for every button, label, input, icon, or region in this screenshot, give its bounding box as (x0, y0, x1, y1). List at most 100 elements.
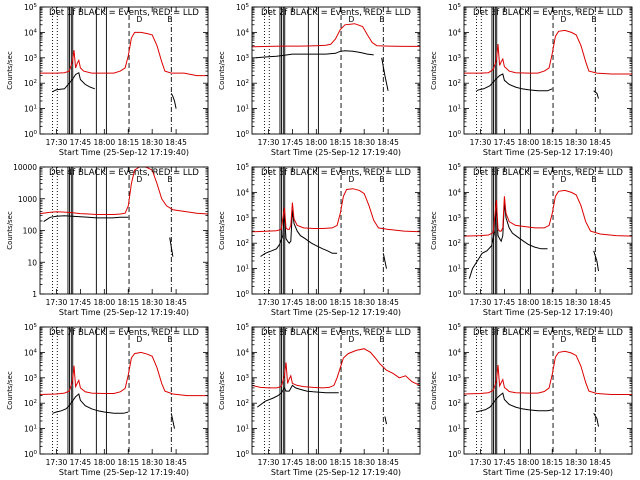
plot-frame (39, 326, 209, 455)
y-tick-label: 1 (32, 290, 37, 299)
y-axis-label: Counts/sec (6, 211, 14, 250)
plot-frame (39, 6, 209, 135)
x-axis-label: Start Time (25-Sep-12 17:19:40) (271, 468, 401, 477)
x-tick-label: 18:00 (94, 458, 116, 467)
events-line (255, 50, 374, 59)
x-tick-label: 17:30 (46, 138, 68, 147)
marker-label: E (591, 15, 596, 24)
y-tick-label: 105 (448, 3, 462, 12)
x-tick-label: 18:15 (117, 458, 139, 467)
x-tick-label: 18:30 (141, 138, 163, 147)
marker-label: D (137, 15, 143, 24)
events-line (52, 393, 129, 414)
events-line (468, 202, 548, 279)
x-tick-label: 17:30 (470, 298, 492, 307)
panel-title: Det 4f BLACK = Events, RED = LLD (49, 168, 199, 178)
marker-label: E (167, 175, 172, 184)
x-axis-label: Start Time (25-Sep-12 17:19:40) (483, 468, 613, 477)
x-tick-label: 18:15 (329, 138, 351, 147)
x-tick-label: 17:45 (494, 138, 516, 147)
x-tick-label: 18:00 (518, 298, 540, 307)
lld-line (464, 29, 632, 75)
y-tick-label: 103 (236, 214, 250, 223)
events-tail-line (593, 90, 599, 99)
plot-frame (463, 166, 633, 295)
x-tick-label: 18:30 (141, 298, 163, 307)
x-tick-label: 18:30 (353, 458, 375, 467)
y-tick-label: 105 (24, 3, 38, 12)
x-tick-label: 18:15 (541, 298, 563, 307)
x-axis-label: Start Time (25-Sep-12 17:19:40) (59, 148, 189, 157)
y-tick-label: 101 (24, 105, 37, 114)
panel-title: Det 7f BLACK = Events, RED = LLD (49, 328, 199, 338)
marker-label: D (349, 175, 355, 184)
lld-line (251, 188, 421, 233)
x-axis-label: Start Time (25-Sep-12 17:19:40) (59, 308, 189, 317)
x-tick-label: 18:15 (117, 298, 139, 307)
events-tail-line (593, 250, 599, 272)
panel-title: Det 6f BLACK = Events, RED = LLD (473, 168, 623, 178)
x-tick-label: 18:30 (565, 458, 587, 467)
y-tick-label: 100 (24, 130, 38, 139)
x-tick-label: 17:45 (282, 458, 304, 467)
lld-line (39, 166, 209, 215)
events-tail-line (170, 93, 177, 109)
lld-line (463, 189, 633, 237)
y-tick-label: 100 (24, 450, 38, 459)
x-tick-label: 18:00 (306, 138, 328, 147)
x-axis-label: Start Time (25-Sep-12 17:19:40) (59, 468, 189, 477)
panel-title: Det 3f BLACK = Events, RED = LLD (473, 8, 623, 18)
x-tick-label: 17:45 (282, 138, 304, 147)
x-tick-label: 18:45 (165, 458, 187, 467)
x-tick-label: 18:15 (329, 298, 351, 307)
plot-frame (463, 6, 633, 135)
y-tick-label: 101 (236, 265, 249, 274)
x-tick-label: 18:45 (165, 298, 187, 307)
y-tick-label: 101 (448, 425, 461, 434)
x-tick-label: 18:00 (518, 138, 540, 147)
y-tick-label: 102 (448, 239, 461, 248)
x-tick-label: 17:45 (494, 298, 516, 307)
panel-title: Det 5f BLACK = Events, RED = LLD (261, 168, 411, 178)
events-line (260, 210, 338, 257)
x-tick-label: 17:30 (258, 138, 280, 147)
x-tick-label: 18:45 (589, 298, 611, 307)
x-tick-label: 17:45 (70, 298, 92, 307)
lld-line (40, 31, 208, 77)
marker-label: E (591, 175, 596, 184)
plot-frame (251, 6, 421, 135)
x-axis-label: Start Time (25-Sep-12 17:19:40) (483, 148, 613, 157)
events-tail-line (593, 413, 599, 427)
x-tick-label: 17:30 (46, 458, 68, 467)
y-tick-label: 104 (24, 28, 38, 37)
marker-label: D (561, 15, 567, 24)
y-tick-label: 102 (448, 79, 461, 88)
y-tick-label: 102 (448, 399, 461, 408)
x-tick-label: 18:45 (377, 298, 399, 307)
x-tick-label: 17:30 (470, 458, 492, 467)
lld-line (251, 348, 421, 389)
x-tick-label: 17:45 (282, 298, 304, 307)
y-axis-label: Counts/sec (6, 371, 14, 410)
x-axis-label: Start Time (25-Sep-12 17:19:40) (483, 308, 613, 317)
x-tick-label: 18:15 (329, 458, 351, 467)
x-tick-label: 17:30 (470, 138, 492, 147)
events-tail-line (169, 237, 174, 257)
marker-label: E (379, 175, 384, 184)
x-tick-label: 18:45 (165, 138, 187, 147)
y-tick-label: 100 (236, 450, 250, 459)
y-tick-label: 101 (448, 265, 461, 274)
y-tick-label: 103 (448, 214, 462, 223)
marker-label: E (167, 15, 172, 24)
y-tick-label: 105 (236, 323, 250, 332)
panel-title: Det 1f BLACK = Events, RED = LLD (49, 8, 199, 18)
y-tick-label: 103 (448, 54, 462, 63)
y-tick-label: 105 (448, 323, 462, 332)
plot-frame (463, 326, 633, 455)
plot-frame (251, 166, 421, 295)
events-tail-line (170, 413, 175, 429)
y-tick-label: 103 (24, 374, 38, 383)
